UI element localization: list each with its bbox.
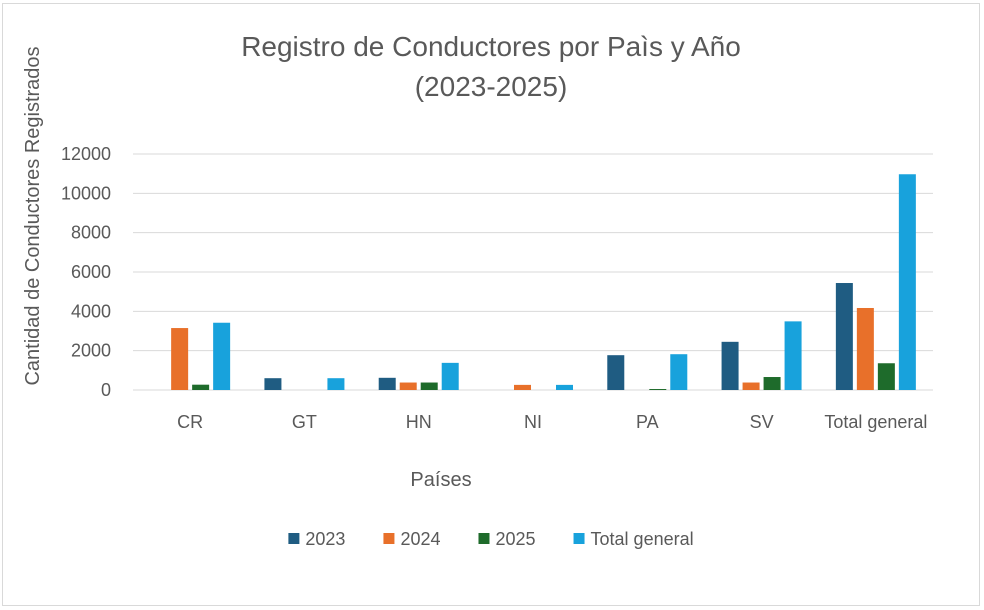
legend-label: 2025 (495, 529, 535, 549)
legend: 2023 2024 2025 Total general (288, 529, 694, 549)
bar (649, 389, 667, 390)
bar (514, 384, 531, 390)
bar (607, 355, 625, 390)
bar (721, 341, 739, 390)
y-tick-label: 6000 (71, 262, 111, 282)
x-tick-label: CR (177, 412, 203, 432)
y-tick-label: 8000 (71, 223, 111, 243)
y-axis-ticks: 0 2000 4000 6000 8000 10000 12000 (61, 144, 111, 400)
bar (441, 362, 459, 390)
x-axis-ticks: CR GT HN NI PA SV Total general (177, 412, 927, 432)
gridlines (133, 153, 933, 391)
legend-swatch (573, 533, 585, 544)
bar (835, 283, 853, 390)
bar (856, 307, 874, 390)
x-tick-label: PA (636, 412, 659, 432)
x-tick-label: GT (292, 412, 317, 432)
y-tick-label: 12000 (61, 144, 111, 164)
bar (784, 321, 802, 390)
bar (420, 382, 438, 390)
chart-title-line2: (2023-2025) (415, 71, 568, 102)
x-tick-label: NI (524, 412, 542, 432)
chart-frame: Registro de Conductores por Paìs y Año (… (2, 3, 980, 606)
bar (556, 384, 573, 390)
legend-label: 2023 (305, 529, 345, 549)
bar (763, 377, 781, 390)
y-tick-label: 2000 (71, 341, 111, 361)
bar (670, 354, 688, 390)
bar (877, 363, 895, 390)
x-tick-label: SV (750, 412, 774, 432)
y-tick-label: 10000 (61, 183, 111, 203)
x-axis-title: Países (410, 469, 471, 491)
legend-swatch (383, 533, 395, 544)
x-tick-label: HN (406, 412, 432, 432)
x-tick-label: Total general (824, 412, 927, 432)
bar-chart: Registro de Conductores por Paìs y Año (… (22, 31, 933, 549)
bar (378, 377, 396, 390)
chart-title-line1: Registro de Conductores por Paìs y Año (241, 31, 741, 62)
legend-swatch (288, 533, 300, 544)
bar (327, 378, 345, 390)
bar (399, 382, 417, 390)
bar (264, 378, 282, 390)
legend-swatch (478, 533, 490, 544)
bar (898, 174, 916, 390)
y-tick-label: 4000 (71, 301, 111, 321)
y-axis-title: Cantidad de Conductores Registrados (22, 46, 44, 385)
legend-label: 2024 (400, 529, 440, 549)
y-tick-label: 0 (101, 380, 111, 400)
bars (171, 174, 916, 390)
bar (213, 322, 231, 390)
legend-label: Total general (591, 529, 694, 549)
bar (742, 382, 760, 390)
bar (171, 328, 189, 390)
bar (192, 384, 210, 390)
